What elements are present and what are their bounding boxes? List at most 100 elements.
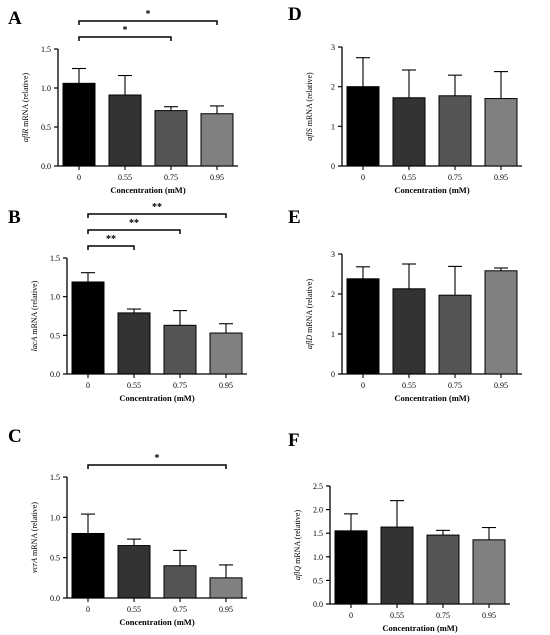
panel-c-y-axis-title-gene: vcrA [30, 558, 39, 573]
panel-c-bar [163, 565, 197, 599]
panel-c-y-axis-title: vcrA mRNA (relative) [30, 502, 39, 573]
panel-c-x-tick-label: 0.75 [173, 605, 187, 614]
panel-c-x-tick-label: 0.55 [127, 605, 141, 614]
panel-e-bar [438, 294, 472, 375]
panel-a-bar [108, 94, 142, 167]
panel-c-y-axis-title-unit: mRNA (relative) [30, 502, 39, 558]
panel-a-significance-bracket [78, 20, 218, 25]
panel-d-x-tick-label: 0 [361, 173, 365, 182]
panel-d-y-axis-title-gene: aflS [305, 128, 314, 140]
panel-b-significance-bracket [87, 213, 227, 218]
panel-a-y-axis-title-unit: mRNA (relative) [21, 73, 30, 129]
panel-d-x-tick-label: 0.55 [402, 173, 416, 182]
panel-b-bar [163, 324, 197, 375]
panel-d-bar [346, 86, 380, 167]
panel-b-significance-bracket [87, 229, 181, 234]
panel-a-x-tick-label: 0 [77, 173, 81, 182]
panel-e-y-tick-label: 3 [331, 250, 335, 259]
panel-c-x-axis-title: Concentration (mM) [119, 617, 194, 627]
panel-e-bar [392, 288, 426, 375]
panel-d-x-tick-label: 0.75 [448, 173, 462, 182]
panel-d-y-tick-label: 1 [331, 122, 335, 131]
panel-a-y-tick-label: 1.5 [41, 45, 51, 54]
panel-e-y-axis-title: aflD mRNA (relative) [305, 279, 314, 350]
panel-a-bar [62, 82, 96, 167]
panel-a-y-tick-label: 0.0 [41, 162, 51, 171]
panel-f-x-tick-label: 0.95 [482, 611, 496, 620]
panel-d-y-tick-label: 2 [331, 83, 335, 92]
panel-e-bar [346, 278, 380, 375]
panel-f-bar [472, 539, 506, 605]
panel-f-bar [380, 526, 414, 605]
panel-f-y-axis-title: aflQ mRNA (relative) [293, 510, 302, 581]
panel-e-x-axis-title: Concentration (mM) [394, 393, 469, 403]
panel-d-bar [438, 95, 472, 167]
panel-e-y-tick-label: 1 [331, 330, 335, 339]
panel-d-letter: D [288, 4, 302, 25]
panel-d-bar [392, 97, 426, 167]
panel-b-bar [117, 312, 151, 375]
panel-a-significance-label: * [123, 25, 128, 36]
panel-b-y-axis-title-gene: lacA [30, 337, 39, 352]
panel-c-x-tick-label: 0 [86, 605, 90, 614]
panel-a-x-tick-label: 0.55 [118, 173, 132, 182]
panel-a-bar [200, 113, 234, 167]
panel-c-y-tick-label: 1.5 [50, 473, 60, 482]
panel-b-significance-label: ** [152, 202, 162, 213]
panel-e-x-tick-label: 0.95 [494, 381, 508, 390]
panel-d-y-axis-title: aflS mRNA (relative) [305, 72, 314, 141]
panel-b-x-tick-label: 0.55 [127, 381, 141, 390]
panel-c-y-tick-label: 1.0 [50, 513, 60, 522]
panel-f-y-tick-label: 0.5 [313, 576, 323, 585]
panel-b-y-tick-label: 1.5 [50, 254, 60, 263]
panel-b-significance-label: ** [129, 218, 139, 229]
panel-d-x-axis-title: Concentration (mM) [394, 185, 469, 195]
panel-c-x-tick-label: 0.95 [219, 605, 233, 614]
panel-e-y-tick-label: 2 [331, 290, 335, 299]
panel-f-y-axis-title-unit: mRNA (relative) [293, 510, 302, 566]
panel-f-x-axis-title: Concentration (mM) [382, 623, 457, 633]
panel-f-bar [334, 530, 368, 605]
panel-b-bar [209, 332, 243, 375]
panel-f-x-tick-label: 0.55 [390, 611, 404, 620]
panel-b-x-tick-label: 0.95 [219, 381, 233, 390]
panel-c-bar [117, 545, 151, 599]
panel-e-bar [484, 270, 518, 375]
panel-f-y-axis-title-gene: aflQ [293, 566, 302, 580]
panel-a-bar [154, 110, 188, 167]
panel-c-bar [209, 577, 243, 599]
panel-e-x-tick-label: 0.55 [402, 381, 416, 390]
panel-f-x-tick-label: 0.75 [436, 611, 450, 620]
panel-a-y-axis-title: aflR mRNA (relative) [21, 73, 30, 143]
panel-d-y-tick-label: 3 [331, 43, 335, 52]
panel-a-y-axis-title-gene: aflR [21, 129, 30, 142]
panel-d-y-tick-label: 0 [331, 162, 335, 171]
panel-b-letter: B [8, 207, 21, 228]
panel-a-significance-bracket [78, 36, 172, 41]
panel-e-y-axis-title-unit: mRNA (relative) [305, 279, 314, 335]
panel-a-x-tick-label: 0.75 [164, 173, 178, 182]
panel-a-letter: A [8, 8, 22, 29]
panel-b-significance-bracket [87, 245, 135, 250]
panel-e-y-tick-label: 0 [331, 370, 335, 379]
panel-d-x-tick-label: 0.95 [494, 173, 508, 182]
panel-c-y-tick-label: 0.5 [50, 554, 60, 563]
panel-b-y-axis-title: lacA mRNA (relative) [30, 280, 39, 351]
panel-e-x-tick-label: 0 [361, 381, 365, 390]
panel-f-x-tick-label: 0 [349, 611, 353, 620]
panel-d-y-axis-title-unit: mRNA (relative) [305, 72, 314, 128]
panel-b-x-tick-label: 0 [86, 381, 90, 390]
panel-b-significance-label: ** [106, 234, 116, 245]
panel-e-x-tick-label: 0.75 [448, 381, 462, 390]
panel-f-letter: F [288, 430, 300, 451]
panel-b-x-axis-title: Concentration (mM) [119, 393, 194, 403]
panel-f-y-tick-label: 1.5 [313, 529, 323, 538]
panel-e-y-axis-title-gene: aflD [305, 335, 314, 349]
panel-b-bar [71, 281, 105, 375]
panel-b-y-tick-label: 0.0 [50, 370, 60, 379]
panel-a-x-axis-title: Concentration (mM) [110, 185, 185, 195]
panel-e-letter: E [288, 207, 301, 228]
panel-f-y-tick-label: 0.0 [313, 600, 323, 609]
panel-b-y-axis-title-unit: mRNA (relative) [30, 280, 39, 336]
